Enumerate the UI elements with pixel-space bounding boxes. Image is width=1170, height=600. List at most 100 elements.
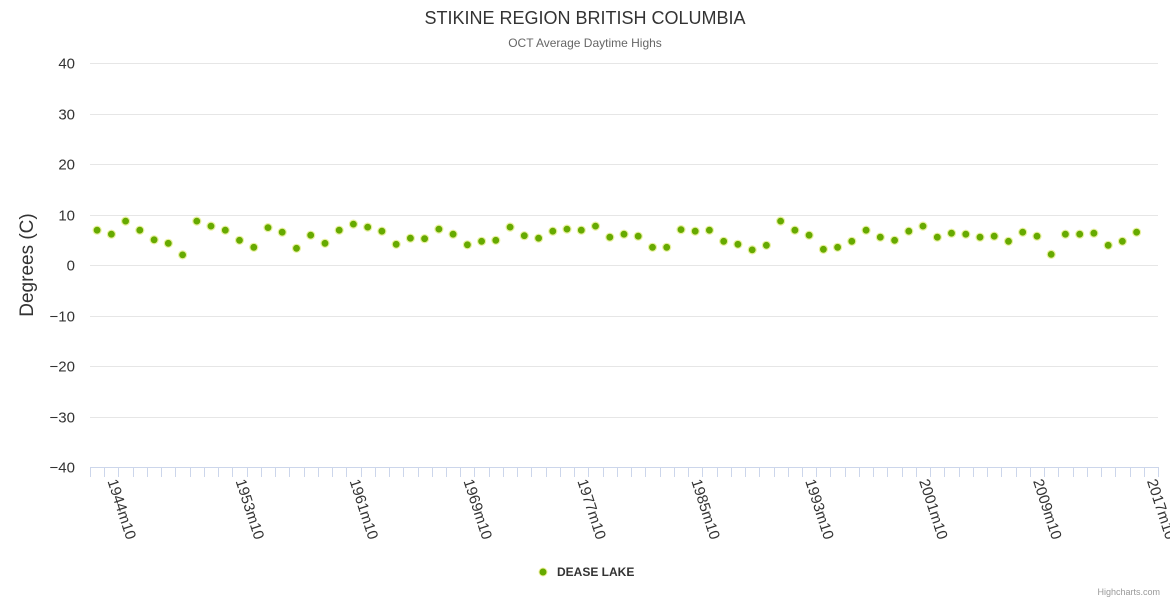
y-tick-label: 10 (58, 208, 75, 225)
x-tick-label: 2001m10 (915, 477, 951, 542)
data-point[interactable] (804, 230, 814, 240)
data-point[interactable] (975, 232, 985, 242)
x-tick-label: 1944m10 (104, 477, 140, 542)
data-point[interactable] (448, 229, 458, 239)
x-tick-label: 2009m10 (1029, 477, 1065, 542)
data-point[interactable] (647, 242, 658, 252)
data-point[interactable] (1089, 228, 1099, 238)
data-point[interactable] (363, 222, 373, 232)
data-point[interactable] (120, 216, 131, 226)
y-axis-ticks: 40 30 20 10 0 −10 −20 −30 −40 (50, 56, 75, 477)
data-point[interactable] (391, 239, 401, 249)
data-point[interactable] (149, 235, 159, 245)
data-point[interactable] (249, 242, 259, 252)
y-tick-label: −30 (50, 410, 75, 427)
data-point[interactable] (562, 224, 572, 234)
chart-title: STIKINE REGION BRITISH COLUMBIA (424, 8, 745, 28)
data-point[interactable] (690, 226, 700, 236)
y-tick-label: −40 (50, 460, 75, 477)
data-point[interactable] (989, 231, 999, 241)
data-point[interactable] (206, 221, 216, 231)
legend-label: DEASE LAKE (557, 565, 634, 579)
data-point[interactable] (847, 236, 857, 246)
y-tick-label: 20 (58, 157, 75, 174)
data-point[interactable] (434, 224, 444, 234)
data-point[interactable] (818, 244, 829, 254)
legend-item-dease-lake[interactable]: DEASE LAKE (538, 565, 634, 579)
data-point[interactable] (633, 231, 643, 241)
data-point[interactable] (519, 231, 529, 241)
y-tick-label: 0 (67, 258, 75, 275)
data-point[interactable] (775, 216, 786, 226)
data-point[interactable] (377, 226, 387, 236)
chart-subtitle: OCT Average Daytime Highs (508, 36, 662, 50)
y-tick-label: −10 (50, 309, 75, 326)
data-point[interactable] (334, 225, 344, 235)
data-point[interactable] (961, 229, 971, 239)
data-point[interactable] (605, 232, 615, 242)
data-point[interactable] (918, 221, 928, 231)
data-point[interactable] (420, 234, 430, 244)
data-point[interactable] (1060, 229, 1071, 239)
grid-lines (90, 63, 1158, 418)
x-tick-label: 1985m10 (687, 477, 723, 542)
x-axis-ticks: 1944m10 1953m10 1961m10 1969m10 1977m10 1985m… (90, 467, 1170, 542)
y-tick-label: 40 (58, 56, 75, 73)
data-point[interactable] (348, 219, 358, 229)
data-point[interactable] (491, 235, 501, 245)
x-tick-label: 1961m10 (346, 477, 382, 542)
x-tick-label: 1969m10 (460, 477, 496, 542)
data-point[interactable] (92, 225, 102, 235)
data-point[interactable] (220, 225, 230, 235)
data-point[interactable] (1003, 236, 1014, 246)
data-point[interactable] (192, 216, 202, 226)
data-point[interactable] (704, 225, 715, 235)
data-point[interactable] (234, 235, 245, 245)
data-point[interactable] (1032, 231, 1042, 241)
data-point[interactable] (946, 228, 957, 238)
data-point[interactable] (576, 225, 586, 235)
data-point[interactable] (662, 242, 672, 252)
data-point[interactable] (548, 226, 558, 236)
y-tick-label: 30 (58, 107, 75, 124)
data-point[interactable] (291, 243, 302, 253)
data-point[interactable] (619, 229, 629, 239)
data-point[interactable] (477, 236, 487, 246)
data-point[interactable] (761, 240, 772, 250)
data-point[interactable] (904, 226, 914, 236)
data-point[interactable] (1103, 240, 1113, 250)
data-point[interactable] (1018, 227, 1028, 237)
y-tick-label: −20 (50, 359, 75, 376)
data-point[interactable] (1046, 249, 1056, 259)
data-point[interactable] (875, 232, 885, 242)
data-point[interactable] (320, 238, 330, 248)
data-point[interactable] (405, 233, 415, 243)
data-point[interactable] (277, 227, 287, 237)
data-point[interactable] (747, 245, 757, 255)
data-point[interactable] (505, 222, 515, 232)
data-point[interactable] (163, 238, 173, 248)
data-point[interactable] (263, 223, 273, 233)
data-point[interactable] (1075, 229, 1085, 239)
data-point[interactable] (533, 233, 544, 243)
data-point[interactable] (306, 230, 316, 240)
data-point[interactable] (790, 225, 800, 235)
data-point[interactable] (861, 225, 871, 235)
data-point[interactable] (889, 235, 900, 245)
data-point[interactable] (106, 229, 117, 239)
series-dease-lake (92, 216, 1142, 260)
data-point[interactable] (590, 221, 601, 231)
x-tick-label: 2017m10 (1143, 477, 1170, 542)
data-point[interactable] (135, 225, 145, 235)
data-point[interactable] (1117, 236, 1128, 246)
data-point[interactable] (932, 232, 942, 242)
data-point[interactable] (1131, 227, 1142, 237)
credits-link[interactable]: Highcharts.com (1097, 587, 1160, 597)
data-point[interactable] (178, 250, 188, 260)
data-point[interactable] (719, 236, 729, 246)
data-point[interactable] (676, 225, 686, 235)
data-point[interactable] (733, 239, 743, 249)
x-tick-label: 1953m10 (232, 477, 268, 542)
data-point[interactable] (832, 242, 843, 252)
data-point[interactable] (462, 240, 472, 250)
